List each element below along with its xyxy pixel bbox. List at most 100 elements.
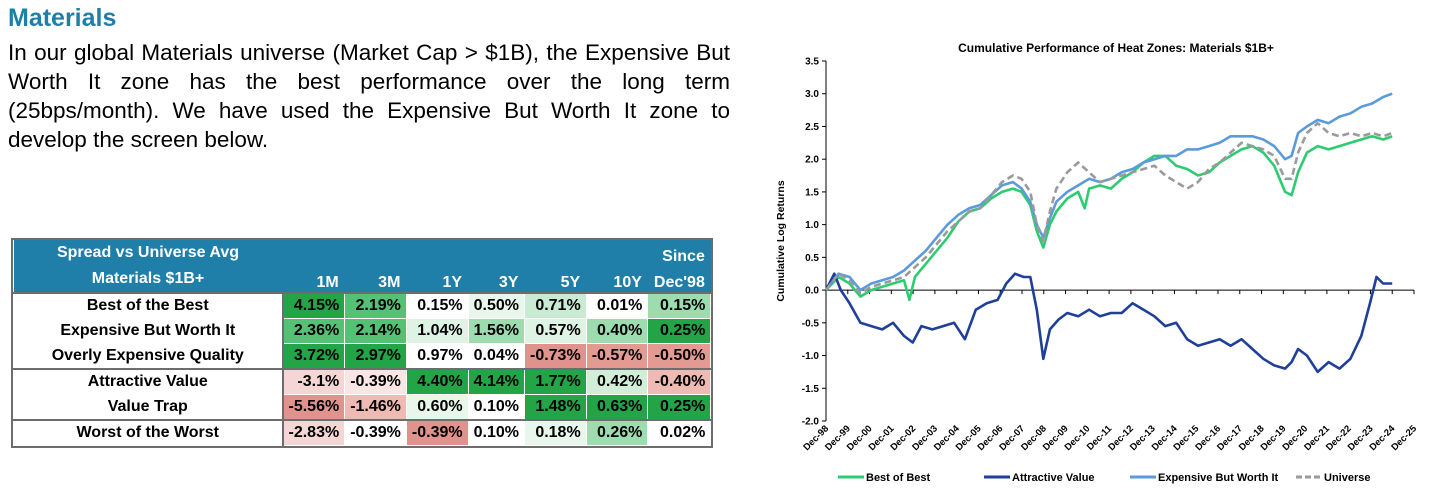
table-cell: 4.40% (405, 368, 469, 395)
table-cell: 0.10% (467, 394, 525, 421)
table-cell: 0.50% (467, 292, 525, 319)
legend-label: Expensive But Worth It (1158, 472, 1279, 484)
y-tick-label: 2.5 (805, 122, 819, 133)
table-cell: 0.40% (585, 318, 649, 344)
row-header-line2: Materials $1B+ (13, 266, 283, 293)
col-header: 3Y (468, 266, 525, 293)
table-cell: 3.72% (281, 343, 346, 370)
chart-title: Cumulative Performance of Heat Zones: Ma… (958, 41, 1274, 55)
row-label: Worst of the Worst (13, 419, 284, 446)
table-cell: -0.39% (344, 419, 407, 446)
table-cell: -3.1% (281, 368, 346, 395)
table-cell: 0.42% (585, 368, 649, 395)
y-tick-label: 3.0 (805, 89, 819, 100)
row-label: Overly Expensive Quality (13, 343, 284, 370)
table-row: Expensive But Worth It 2.36% 2.14% 1.04% 1.5… (13, 318, 712, 344)
y-tick-label: -1.0 (802, 351, 820, 362)
table-cell: 1.48% (523, 394, 587, 421)
table-cell: 0.25% (647, 394, 712, 421)
table-cell: 0.02% (647, 419, 712, 446)
table-cell: 2.97% (344, 343, 407, 370)
table-cell: 0.57% (523, 318, 587, 344)
legend-label: Best of Best (866, 472, 931, 484)
table-row: Worst of the Worst -2.83% -0.39% -0.39% 0.10… (13, 419, 712, 446)
table-cell: 0.71% (523, 292, 587, 319)
table-cell: 0.15% (405, 292, 469, 319)
header-row-2: Materials $1B+ 1M 3M 1Y 3Y 5Y 10Y Dec'98 (13, 266, 711, 293)
table-cell: 0.04% (467, 343, 525, 370)
series-line (824, 121, 1393, 295)
row-label: Value Trap (13, 394, 284, 421)
spread-table: Spread vs Universe Avg Since Materials $… (13, 240, 712, 446)
table-cell: -0.39% (344, 368, 407, 395)
col-header: 3M (344, 266, 407, 293)
col-header: 1Y (406, 266, 469, 293)
y-tick-label: 1.0 (805, 220, 819, 231)
y-axis-label: Cumulative Log Returns (775, 180, 787, 302)
table-cell: 2.36% (281, 318, 346, 344)
y-tick-label: -1.5 (802, 384, 820, 395)
table-cell: 2.14% (344, 318, 407, 344)
table-cell: 4.15% (281, 292, 346, 319)
col-blank (468, 240, 525, 266)
table-cell: -2.83% (281, 419, 346, 446)
table-cell: 0.26% (585, 419, 649, 446)
legend-label: Universe (1324, 472, 1370, 484)
x-tick-label: Dec-25 (1389, 423, 1419, 453)
col-header: 5Y (524, 266, 587, 293)
series-line (825, 135, 1393, 302)
table-cell: 0.63% (585, 394, 649, 421)
col-blank (344, 240, 407, 266)
page-heading: Materials (8, 4, 117, 32)
y-tick-label: -0.5 (802, 318, 820, 329)
col-header: 1M (282, 266, 345, 293)
row-label: Attractive Value (13, 368, 284, 395)
table-row: Value Trap -5.56% -1.46% 0.60% 0.10% 1.48% 0.6… (13, 394, 712, 421)
table-cell: 0.18% (523, 419, 587, 446)
row-label: Expensive But Worth It (13, 318, 284, 344)
table-cell: -0.39% (405, 419, 469, 446)
table-row: Best of the Best 4.15% 2.19% 0.15% 0.50% 0.71… (13, 292, 712, 319)
spread-table-body: Best of the Best 4.15% 2.19% 0.15% 0.50% 0.71… (13, 292, 712, 446)
table-cell: 0.25% (647, 318, 712, 344)
table-cell: 1.04% (405, 318, 469, 344)
col-blank (406, 240, 469, 266)
row-label: Best of the Best (13, 292, 284, 319)
table-row: Overly Expensive Quality 3.72% 2.97% 0.97% 0… (13, 343, 712, 370)
y-tick-label: 1.5 (805, 187, 819, 198)
col-blank (586, 240, 648, 266)
table-cell: -0.40% (647, 368, 712, 395)
header-row-1: Spread vs Universe Avg Since (13, 240, 711, 266)
table-cell: 0.01% (585, 292, 649, 319)
legend-label: Attractive Value (1012, 472, 1095, 484)
table-row: Attractive Value -3.1% -0.39% 4.40% 4.14% 1.7… (13, 368, 712, 395)
table-cell: -0.73% (523, 343, 587, 370)
col-header: 10Y (586, 266, 648, 293)
table-cell: 0.60% (405, 394, 469, 421)
chart-legend: Best of Best Attractive Value Expensive Bu… (838, 472, 1370, 484)
intro-paragraph: In our global Materials universe (Market… (8, 40, 730, 152)
y-tick-label: 0.0 (805, 286, 819, 297)
col-header: Dec'98 (647, 266, 711, 293)
series-line (824, 92, 1393, 292)
table-cell: -0.57% (585, 343, 649, 370)
spread-table-container: Spread vs Universe Avg Since Materials $… (11, 238, 714, 448)
y-tick-label: 2.0 (805, 155, 819, 166)
y-tick-label: 3.5 (805, 57, 819, 68)
y-tick-label: 0.5 (805, 253, 819, 264)
table-cell: 2.19% (344, 292, 407, 319)
table-cell: 0.10% (467, 419, 525, 446)
chart-series (824, 92, 1393, 374)
table-cell: -5.56% (281, 394, 346, 421)
cumulative-performance-chart: Cumulative Performance of Heat Zones: Ma… (775, 41, 1420, 484)
y-tick-label: -2.0 (802, 417, 820, 428)
table-cell: 1.56% (467, 318, 525, 344)
table-cell: 0.97% (405, 343, 469, 370)
table-cell: 1.77% (523, 368, 587, 395)
table-cell: -1.46% (344, 394, 407, 421)
chart-axes: 3.5 3.0 2.5 2.0 1.5 1.0 0.5 0.0 -0.5 -1.0 -1.5 -2.0… (801, 57, 1419, 454)
col-blank (282, 240, 345, 266)
col-blank (524, 240, 587, 266)
row-header-line1: Spread vs Universe Avg (13, 240, 283, 266)
table-cell: 0.15% (647, 292, 712, 319)
